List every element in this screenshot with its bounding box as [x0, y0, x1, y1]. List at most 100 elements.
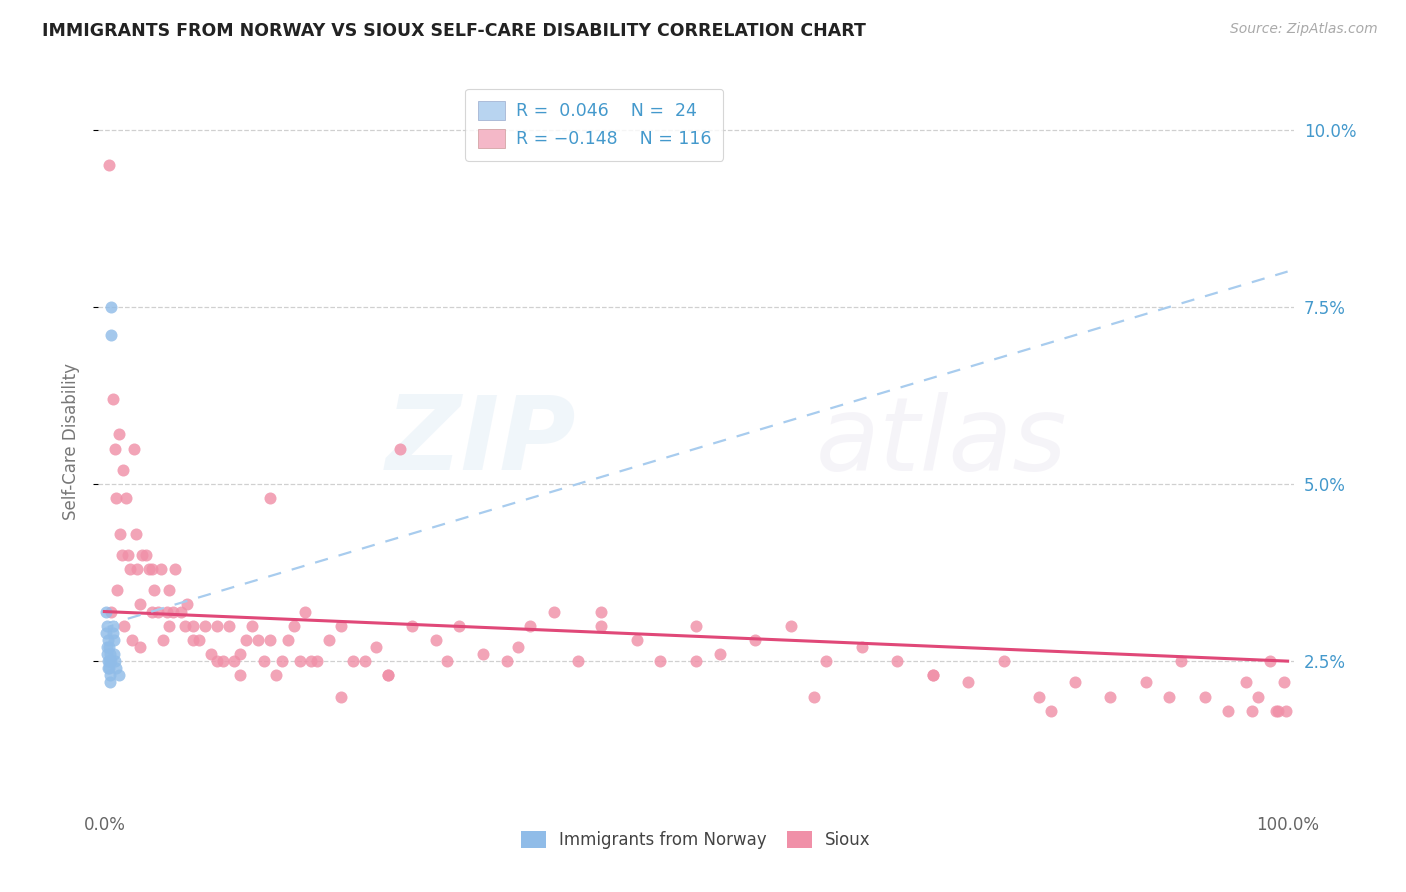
Point — [101, 392, 124, 406]
Point — [294, 605, 316, 619]
Point — [157, 583, 180, 598]
Point — [318, 632, 340, 647]
Point — [247, 632, 270, 647]
Point — [97, 661, 120, 675]
Point — [921, 668, 943, 682]
Text: ZIP: ZIP — [385, 391, 576, 492]
Point — [264, 668, 287, 682]
Point — [128, 598, 150, 612]
Point — [100, 300, 122, 314]
Point — [138, 562, 160, 576]
Point — [96, 647, 118, 661]
Point — [105, 661, 128, 675]
Point — [330, 690, 353, 704]
Point — [993, 654, 1015, 668]
Point — [127, 562, 149, 576]
Point — [94, 625, 117, 640]
Point — [150, 562, 173, 576]
Point — [100, 654, 122, 668]
Point — [156, 605, 179, 619]
Point — [1234, 675, 1257, 690]
Point — [921, 668, 943, 682]
Point — [162, 605, 184, 619]
Point — [125, 526, 148, 541]
Point — [98, 668, 121, 682]
Point — [299, 654, 322, 668]
Point — [101, 625, 124, 640]
Text: atlas: atlas — [815, 392, 1067, 491]
Point — [851, 640, 873, 654]
Point — [97, 632, 120, 647]
Point — [112, 463, 135, 477]
Point — [1247, 690, 1270, 704]
Point — [277, 632, 299, 647]
Point — [366, 640, 388, 654]
Point — [436, 654, 458, 668]
Point — [1258, 654, 1281, 668]
Point — [170, 605, 193, 619]
Point — [98, 158, 121, 172]
Point — [114, 618, 136, 632]
Point — [377, 668, 399, 682]
Point — [259, 491, 281, 506]
Point — [94, 605, 117, 619]
Point — [176, 598, 198, 612]
Point — [96, 618, 118, 632]
Point — [1039, 704, 1062, 718]
Point — [98, 675, 121, 690]
Point — [181, 632, 204, 647]
Point — [1063, 675, 1085, 690]
Point — [194, 618, 217, 632]
Point — [104, 654, 127, 668]
Point — [152, 632, 174, 647]
Point — [205, 654, 228, 668]
Point — [105, 583, 128, 598]
Text: IMMIGRANTS FROM NORWAY VS SIOUX SELF-CARE DISABILITY CORRELATION CHART: IMMIGRANTS FROM NORWAY VS SIOUX SELF-CAR… — [42, 22, 866, 40]
Point — [107, 668, 129, 682]
Point — [1135, 675, 1157, 690]
Point — [803, 690, 825, 704]
Point — [105, 491, 128, 506]
Point — [288, 654, 311, 668]
Point — [121, 632, 143, 647]
Point — [108, 526, 131, 541]
Point — [519, 618, 541, 632]
Point — [626, 632, 648, 647]
Point — [111, 548, 134, 562]
Point — [117, 548, 139, 562]
Point — [685, 654, 707, 668]
Point — [141, 562, 163, 576]
Point — [100, 605, 122, 619]
Point — [104, 442, 127, 456]
Point — [229, 668, 252, 682]
Point — [650, 654, 672, 668]
Point — [591, 605, 613, 619]
Point — [200, 647, 222, 661]
Point — [543, 605, 565, 619]
Point — [1194, 690, 1216, 704]
Point — [449, 618, 471, 632]
Point — [1264, 704, 1286, 718]
Point — [103, 647, 125, 661]
Point — [1241, 704, 1264, 718]
Point — [567, 654, 589, 668]
Point — [307, 654, 329, 668]
Point — [229, 647, 252, 661]
Point — [330, 618, 353, 632]
Point — [114, 491, 136, 506]
Point — [1272, 675, 1295, 690]
Point — [98, 640, 121, 654]
Text: Source: ZipAtlas.com: Source: ZipAtlas.com — [1230, 22, 1378, 37]
Point — [886, 654, 908, 668]
Point — [283, 618, 305, 632]
Point — [128, 640, 150, 654]
Point — [218, 618, 240, 632]
Point — [135, 548, 157, 562]
Point — [205, 618, 228, 632]
Point — [98, 654, 121, 668]
Point — [377, 668, 399, 682]
Point — [389, 442, 412, 456]
Point — [235, 632, 257, 647]
Point — [188, 632, 211, 647]
Point — [815, 654, 838, 668]
